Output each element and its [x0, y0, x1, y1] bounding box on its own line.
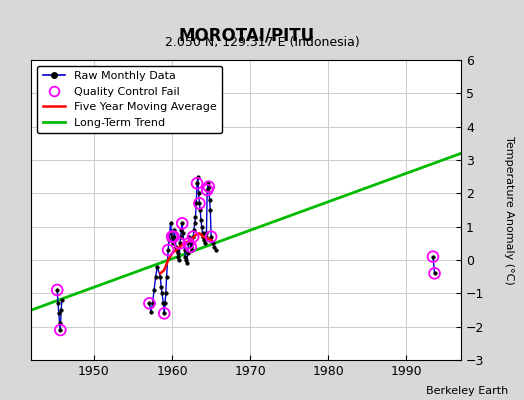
Text: 2.050 N, 129.317 E (Indonesia): 2.050 N, 129.317 E (Indonesia) [165, 36, 359, 49]
Point [164, 247, 172, 253]
Point [176, 240, 184, 246]
Y-axis label: Temperature Anomaly (°C): Temperature Anomaly (°C) [504, 136, 514, 284]
Point [204, 184, 213, 190]
Point [207, 234, 215, 240]
Point [195, 200, 204, 206]
Text: Berkeley Earth: Berkeley Earth [426, 386, 508, 396]
Point [169, 234, 178, 240]
Point [430, 270, 439, 276]
Point [160, 310, 168, 316]
Point [53, 287, 61, 293]
Point [203, 187, 211, 193]
Point [184, 240, 193, 246]
Point [178, 220, 187, 226]
Point [145, 300, 154, 306]
Point [56, 327, 64, 333]
Title: MOROTAI/PITU: MOROTAI/PITU [178, 26, 314, 44]
Point [187, 244, 195, 250]
Point [168, 234, 176, 240]
Legend: Raw Monthly Data, Quality Control Fail, Five Year Moving Average, Long-Term Tren: Raw Monthly Data, Quality Control Fail, … [37, 66, 222, 133]
Point [189, 234, 198, 240]
Point [193, 180, 201, 186]
Point [429, 254, 437, 260]
